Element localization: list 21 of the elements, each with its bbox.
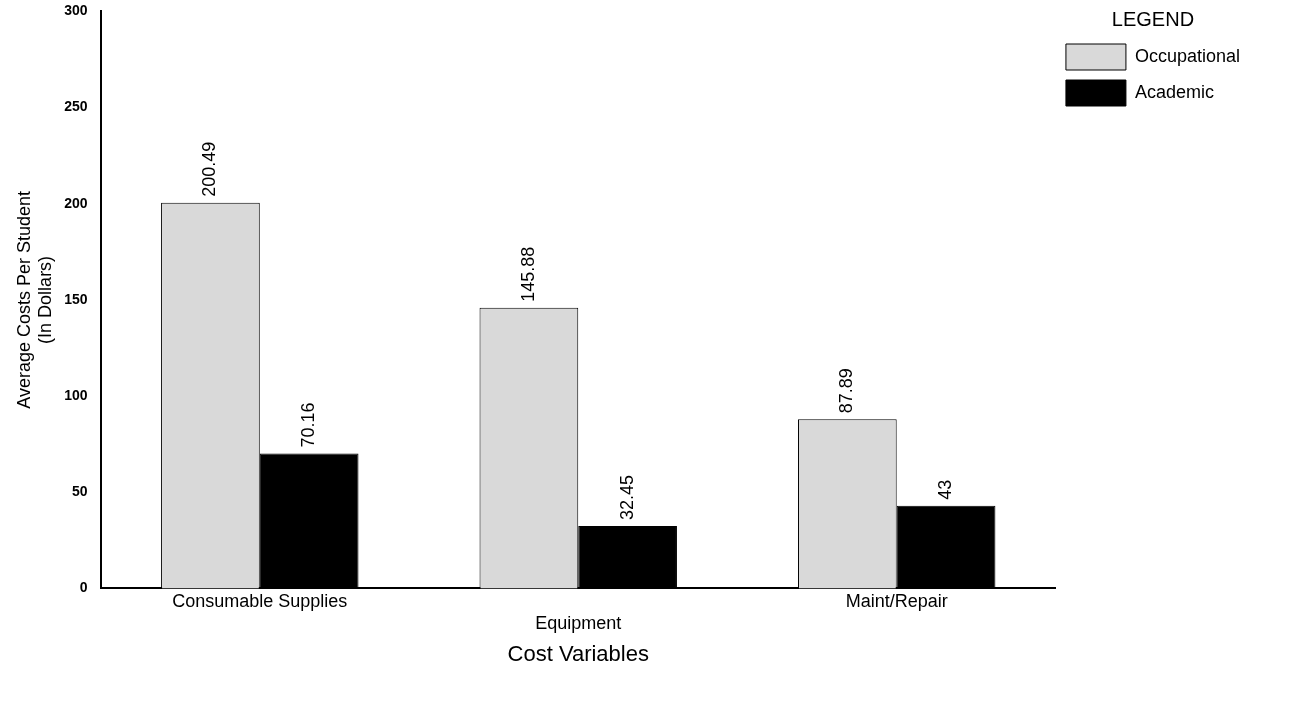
x-axis-title: Cost Variables [507,640,649,666]
y-tick-label: 100 [64,386,88,403]
x-tick-label: Equipment [535,612,622,633]
y-tick-label: 150 [64,290,88,307]
data-label: 145.88 [517,246,538,302]
data-label: 200.49 [199,141,220,197]
data-label: 32.45 [616,474,637,520]
legend-label: Occupational [1134,45,1241,66]
y-tick-label: 200 [64,194,88,211]
y-tick-label: 300 [64,2,88,19]
x-tick-label: Maint/Repair [845,591,948,612]
y-tick-label: 250 [64,98,88,115]
legend-title: LEGEND [1111,7,1195,30]
data-label: 70.16 [298,402,319,448]
y-axis-title: Average Costs Per Student (In Dollars) [13,191,56,409]
data-label: 43 [935,479,956,500]
data-label: 87.89 [836,368,857,414]
y-tick-label: 50 [71,483,88,500]
x-tick-label: Consumable Supplies [172,591,348,612]
legend-label: Academic [1134,81,1214,102]
y-tick-label: 0 [79,579,88,596]
